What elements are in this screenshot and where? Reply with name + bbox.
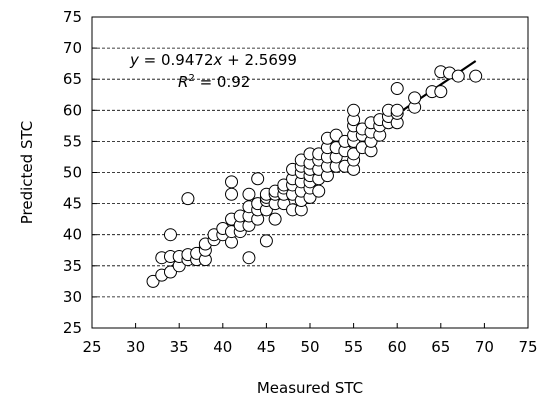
x-axis-title: Measured STC — [257, 379, 363, 397]
eq-var: x — [213, 51, 223, 69]
data-point — [408, 91, 422, 105]
x-tick-label: 50 — [300, 338, 319, 356]
y-tick-label: 70 — [63, 39, 82, 57]
eq-lhs: y — [129, 51, 140, 69]
y-tick-label: 60 — [63, 101, 82, 119]
y-tick-label: 50 — [63, 164, 82, 182]
data-point — [181, 192, 195, 206]
regression-equation: y = 0.9472x + 2.5699 — [129, 51, 297, 69]
data-point — [146, 274, 160, 288]
y-tick-label: 45 — [63, 195, 82, 213]
x-tick-label: 45 — [257, 338, 276, 356]
data-point — [242, 251, 256, 265]
y-axis-ticks: 25 30 35 40 45 50 55 60 65 70 75 — [63, 8, 97, 337]
eq-equals: = — [139, 51, 161, 69]
x-tick-label: 35 — [170, 338, 189, 356]
data-point — [390, 103, 404, 117]
y-axis-title: Predicted STC — [18, 121, 36, 224]
data-point — [329, 128, 343, 142]
data-point — [469, 69, 483, 83]
data-point — [390, 82, 404, 96]
x-tick-label: 55 — [344, 338, 363, 356]
eq-coef: 0.9472 — [161, 51, 214, 69]
y-tick-label: 55 — [63, 132, 82, 150]
y-tick-label: 40 — [63, 226, 82, 244]
data-point — [347, 103, 361, 117]
y-tick-label: 25 — [63, 319, 82, 337]
eq-rest: + 2.5699 — [222, 51, 297, 69]
y-tick-label: 65 — [63, 70, 82, 88]
y-tick-label: 30 — [63, 288, 82, 306]
data-point — [225, 175, 239, 189]
x-tick-label: 75 — [518, 338, 537, 356]
y-tick-label: 35 — [63, 257, 82, 275]
data-point — [268, 212, 282, 226]
data-point — [451, 69, 465, 83]
x-tick-label: 60 — [388, 338, 407, 356]
x-tick-label: 25 — [82, 338, 101, 356]
data-point — [163, 228, 177, 242]
x-tick-label: 40 — [213, 338, 232, 356]
data-points — [146, 65, 483, 288]
data-point — [251, 172, 265, 186]
x-tick-label: 30 — [126, 338, 145, 356]
y-tick-label: 75 — [63, 8, 82, 26]
r2-sup: 2 — [188, 73, 194, 84]
r2-rest: = 0.92 — [195, 73, 251, 91]
r-squared: R2 = 0.92 — [178, 73, 250, 91]
data-point — [225, 187, 239, 201]
r2-label: R — [178, 73, 188, 91]
data-point — [242, 187, 256, 201]
x-tick-label: 65 — [431, 338, 450, 356]
x-axis-ticks: 25 30 35 40 45 50 55 60 65 70 75 — [82, 323, 538, 356]
data-point — [312, 184, 326, 198]
data-point — [163, 265, 177, 279]
x-tick-label: 70 — [475, 338, 494, 356]
data-point — [259, 234, 273, 248]
data-point — [434, 85, 448, 99]
